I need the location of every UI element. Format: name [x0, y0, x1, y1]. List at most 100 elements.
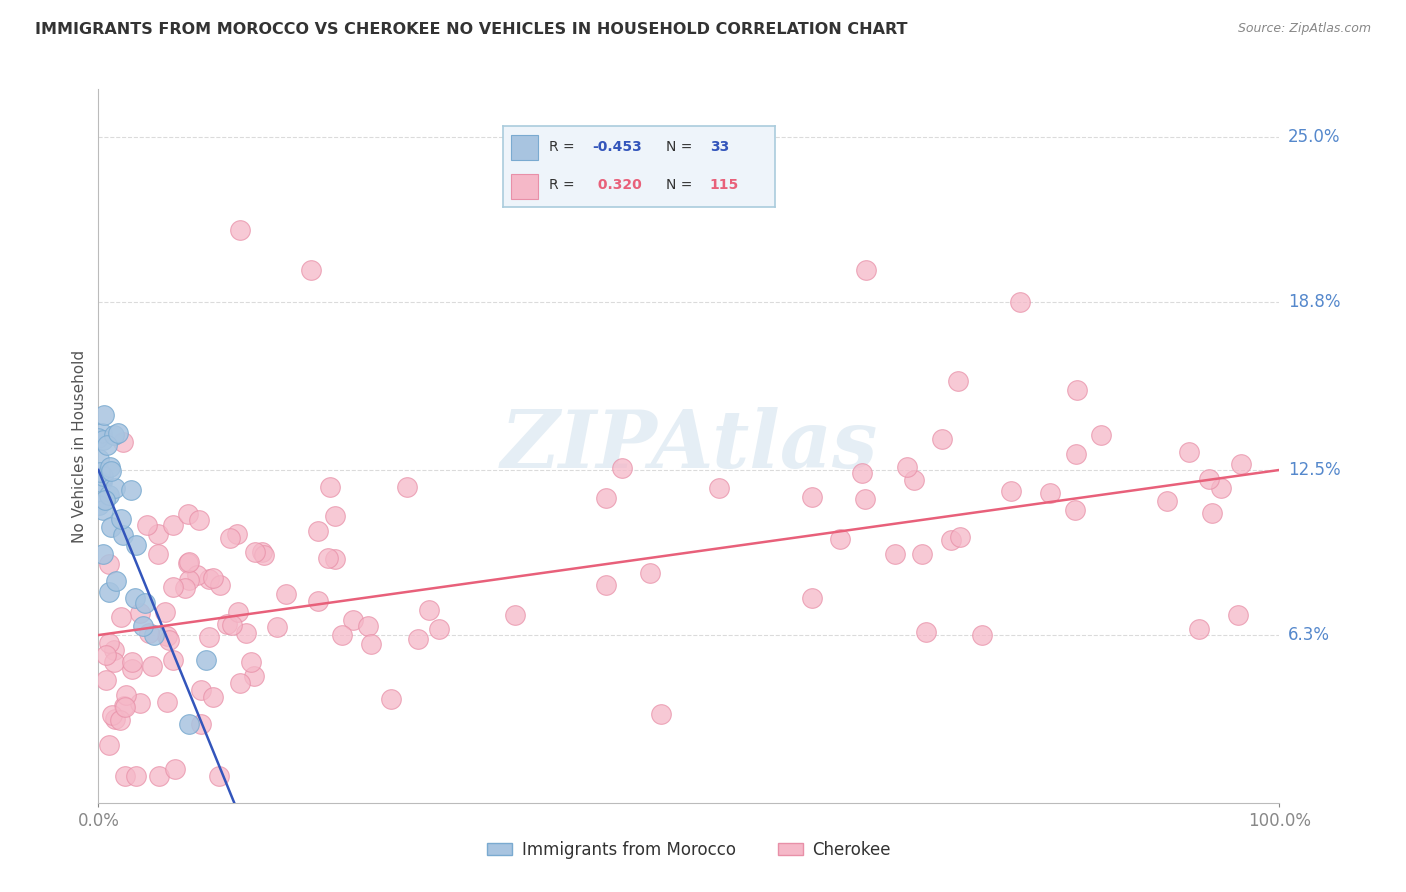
Point	[100, 464, 122, 478]
Point	[638, 566, 661, 580]
Point	[380, 691, 402, 706]
Point	[162, 653, 184, 667]
Point	[851, 467, 873, 481]
Point	[855, 263, 877, 277]
Point	[208, 769, 231, 783]
Point	[190, 682, 212, 697]
Point	[229, 223, 252, 237]
Point	[90, 425, 112, 440]
Point	[134, 597, 156, 611]
Point	[115, 688, 138, 702]
Point	[177, 573, 200, 587]
Point	[91, 475, 114, 490]
Point	[356, 619, 378, 633]
Point	[114, 769, 136, 783]
Point	[243, 545, 266, 559]
Point	[1230, 457, 1253, 471]
Point	[1039, 486, 1062, 500]
Point	[946, 375, 969, 389]
Point	[342, 614, 364, 628]
Point	[853, 491, 876, 506]
Point	[108, 713, 131, 727]
Text: Source: ZipAtlas.com: Source: ZipAtlas.com	[1237, 22, 1371, 36]
Point	[155, 605, 177, 619]
Point	[330, 628, 353, 642]
Point	[148, 769, 170, 783]
Point	[107, 425, 129, 440]
Point	[97, 488, 120, 502]
Point	[915, 625, 938, 640]
Point	[202, 690, 225, 705]
Text: R =: R =	[548, 178, 579, 192]
Point	[101, 708, 124, 723]
Point	[104, 712, 127, 726]
Point	[156, 629, 179, 643]
Point	[90, 475, 112, 489]
Point	[221, 618, 243, 632]
Point	[128, 696, 150, 710]
Point	[177, 717, 200, 731]
Point	[316, 551, 339, 566]
Point	[124, 591, 146, 605]
Point	[91, 547, 114, 561]
Point	[103, 643, 125, 657]
Point	[896, 460, 918, 475]
Point	[121, 662, 143, 676]
Point	[195, 653, 218, 667]
Point	[1066, 447, 1088, 461]
Point	[114, 700, 136, 714]
Point	[307, 524, 329, 538]
Point	[595, 491, 617, 505]
Point	[243, 669, 266, 683]
Text: 25.0%: 25.0%	[1288, 128, 1340, 146]
Point	[177, 557, 200, 571]
Text: -0.453: -0.453	[592, 140, 643, 154]
Text: 33: 33	[710, 140, 728, 154]
Text: 12.5%: 12.5%	[1288, 461, 1340, 479]
Point	[319, 480, 342, 494]
Point	[91, 503, 114, 517]
Point	[162, 580, 184, 594]
Point	[209, 578, 232, 592]
Point	[94, 673, 117, 687]
Text: 18.8%: 18.8%	[1288, 293, 1340, 311]
Point	[96, 438, 118, 452]
Point	[800, 591, 823, 606]
Point	[103, 655, 125, 669]
Point	[931, 432, 953, 446]
Point	[157, 633, 180, 648]
Point	[1227, 607, 1250, 622]
Point	[100, 520, 122, 534]
Point	[143, 627, 166, 641]
Point	[198, 573, 221, 587]
Point	[141, 659, 163, 673]
Point	[87, 498, 110, 512]
Point	[418, 602, 440, 616]
Point	[135, 518, 157, 533]
Point	[1090, 428, 1112, 442]
Point	[939, 533, 962, 548]
Point	[323, 552, 346, 566]
Point	[1209, 481, 1232, 495]
Point	[132, 619, 155, 633]
Point	[91, 433, 114, 447]
Point	[98, 584, 121, 599]
Point	[121, 655, 143, 669]
Point	[94, 492, 117, 507]
Point	[239, 655, 262, 669]
Point	[174, 581, 197, 595]
Point	[112, 698, 135, 713]
Point	[650, 707, 672, 722]
Point	[1008, 295, 1031, 310]
Point	[162, 518, 184, 533]
Text: 115: 115	[710, 178, 740, 192]
Point	[98, 558, 121, 572]
Point	[911, 547, 934, 561]
Point	[217, 617, 239, 632]
Point	[610, 461, 633, 475]
Point	[138, 626, 160, 640]
Point	[198, 630, 221, 644]
Point	[146, 548, 169, 562]
Point	[110, 512, 132, 526]
Point	[707, 481, 730, 495]
